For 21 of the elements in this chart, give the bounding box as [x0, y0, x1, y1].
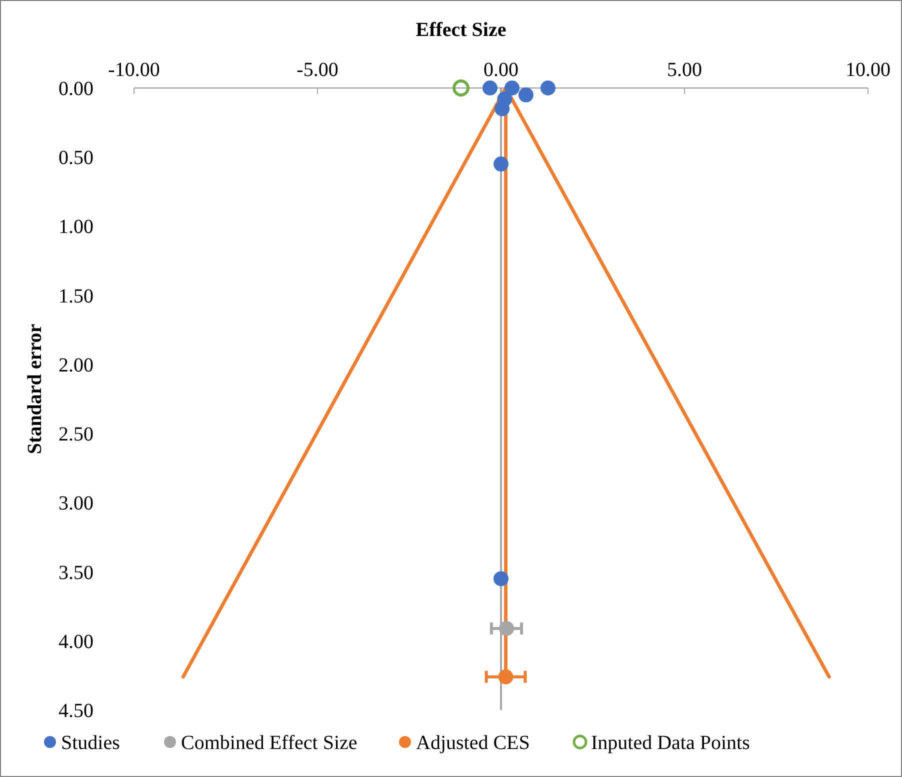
y-tick-label: 2.00 [58, 354, 94, 376]
x-tick-label: 0.00 [484, 59, 518, 81]
y-tick-label: 3.50 [58, 562, 94, 584]
x-tick-label: -5.00 [296, 59, 338, 81]
legend-label: Combined Effect Size [181, 732, 358, 754]
y-tick-label: 0.50 [58, 147, 94, 170]
legend-label: Adjusted CES [416, 732, 530, 754]
y-tick-label: 3.00 [58, 492, 94, 515]
y-tick-label: 1.50 [58, 285, 94, 308]
y-tick-label: 2.50 [58, 424, 94, 446]
x-axis-title: Effect Size [416, 19, 506, 41]
y-tick-label: 4.50 [58, 700, 94, 722]
legend-label: Inputed Data Points [591, 732, 750, 754]
y-axis-title: Standard error [24, 324, 46, 454]
x-tick-label: 10.00 [846, 59, 890, 81]
y-tick-label: 1.00 [58, 216, 94, 238]
legend-label: Studies [61, 732, 120, 754]
x-tick-label: -10.00 [108, 59, 160, 81]
y-tick-label: 0.00 [58, 78, 94, 100]
y-tick-label: 4.00 [58, 630, 94, 653]
x-tick-label: 5.00 [667, 59, 702, 81]
